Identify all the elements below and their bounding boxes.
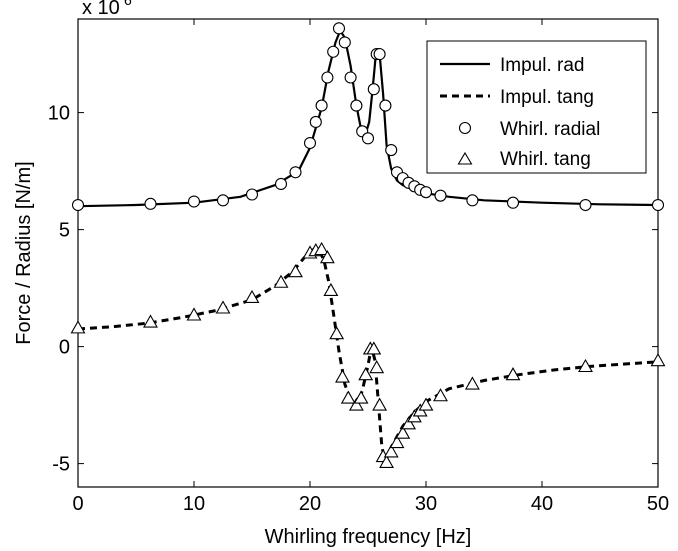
y-axis-label: Force / Radius [N/m]: [13, 161, 35, 344]
whirl-tang-point: [395, 425, 411, 439]
whirl-tang-point: [650, 353, 666, 367]
whirl-tang-point: [578, 358, 593, 373]
whirl-radial-point: [274, 177, 288, 191]
legend-label-4: Whirl. tang: [500, 149, 591, 170]
whirl-radial-point: [321, 71, 334, 84]
whirl-radial-point: [245, 188, 259, 201]
whirl-tang-point: [353, 390, 369, 404]
legend-triangle-marker: [457, 151, 473, 165]
whirl-tang-point: [288, 264, 303, 278]
whirl-tang-point: [323, 282, 339, 296]
whirl-radial-point: [144, 197, 157, 210]
whirl-tang-point: [329, 326, 345, 340]
whirl-radial-point: [361, 132, 375, 145]
whirl-radial-point: [651, 198, 665, 212]
whirl-tang-point: [401, 416, 417, 430]
whirl-radial-point: [367, 83, 380, 96]
whirl-radial-point: [373, 48, 386, 61]
x-tick-label: 10: [183, 493, 205, 515]
whirl-tang-point: [383, 444, 399, 458]
whirl-tang-point: [340, 390, 356, 404]
whirl-radial-point: [187, 195, 201, 208]
y-multiplier-exponent: 6: [124, 0, 132, 8]
x-tick-label: 30: [415, 493, 437, 515]
whirl-radial-point: [216, 194, 230, 207]
whirl-radial-point: [506, 196, 520, 209]
series-layer: [70, 22, 666, 468]
whirl-tang-point: [418, 397, 434, 411]
whirl-radial-point: [419, 186, 433, 199]
whirl-tang-point: [366, 341, 382, 355]
whirl-radial-point: [315, 99, 328, 112]
y-multiplier-label: x 10: [82, 0, 120, 19]
whirl-tang-point: [372, 397, 388, 411]
legend-circle-marker: [458, 121, 472, 135]
legend-label-1: Impul. rad: [500, 55, 584, 76]
whirl-radial-point: [379, 99, 392, 112]
whirl-radial-point: [434, 189, 447, 202]
y-tick-label: 5: [59, 220, 70, 242]
whirl-radial-point: [289, 166, 302, 179]
whirl-radial-point: [303, 136, 317, 150]
whirl-tang-point: [273, 274, 289, 288]
whirl-radial-point: [344, 71, 357, 84]
y-tick-label: 0: [59, 337, 70, 359]
whirl-radial-point: [338, 36, 351, 49]
whirl-tang-point: [215, 300, 231, 314]
whirl-radial-point: [327, 45, 340, 58]
whirl-radial-point: [466, 194, 479, 207]
y-tick-label: -5: [52, 454, 70, 476]
whirl-tang-point: [143, 314, 158, 328]
whirl-tang-point: [464, 376, 480, 390]
legend-label-2: Impul. tang: [500, 87, 594, 108]
whirl-tang-point: [505, 367, 521, 381]
whirl-radial-point: [71, 198, 85, 212]
whirl-tang-point: [186, 307, 202, 321]
whirl-tang-point: [369, 360, 385, 374]
legend: Impul. rad Impul. tang Whirl. radial Whi…: [426, 40, 647, 174]
legend-label-3: Whirl. radial: [500, 119, 600, 140]
whirl-tang-point: [433, 388, 448, 402]
whirl-radial-point: [309, 115, 322, 129]
x-tick-label: 20: [299, 493, 321, 515]
whirl-tang-point: [348, 397, 364, 411]
whirl-tang-point: [319, 250, 335, 264]
whirl-tang-point: [389, 434, 405, 449]
x-axis-label: Whirling frequency [Hz]: [265, 526, 472, 548]
y-tick-label: 10: [48, 103, 70, 125]
whirl-radial-point: [332, 22, 346, 35]
whirl-radial-point: [579, 198, 592, 212]
whirl-radial-point: [385, 143, 398, 157]
whirl-radial-point: [350, 99, 363, 112]
whirl-tang-point: [335, 369, 350, 383]
x-tick-label: 0: [72, 493, 83, 515]
whirl-tang-point: [379, 454, 395, 468]
x-tick-label: 50: [647, 493, 669, 515]
whirl-tang-point: [70, 320, 86, 334]
whirl-tang-point: [314, 241, 330, 256]
x-tick-label: 40: [531, 493, 553, 515]
whirl-tang-point: [244, 289, 260, 304]
whirl-tang-point: [358, 367, 374, 381]
